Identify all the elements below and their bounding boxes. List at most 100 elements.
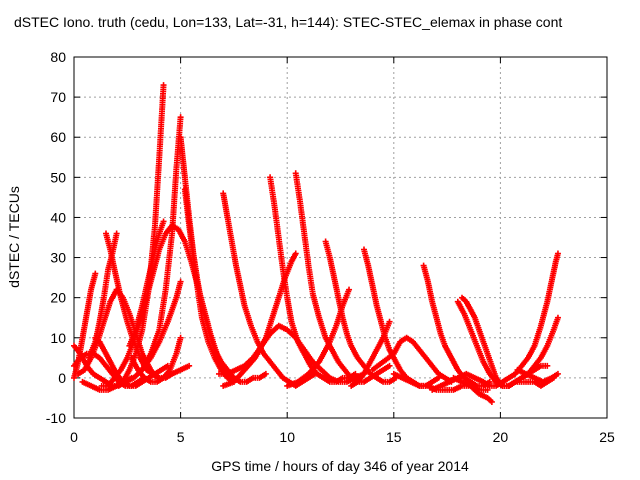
data-point-run bbox=[467, 378, 479, 388]
series-pass-26 bbox=[390, 370, 491, 393]
data-point-run bbox=[218, 358, 230, 372]
y-tick-label: 20 bbox=[50, 290, 66, 306]
series-pass-03 bbox=[71, 270, 99, 381]
data-point-run bbox=[81, 356, 94, 373]
data-point-run bbox=[111, 368, 123, 381]
series-pass-21 bbox=[322, 238, 399, 385]
data-point-run bbox=[329, 346, 341, 364]
data-point-run bbox=[480, 378, 492, 388]
data-point-run bbox=[540, 375, 553, 385]
data-point-run bbox=[83, 288, 94, 317]
data-point-run bbox=[262, 316, 275, 341]
data-point-run bbox=[531, 378, 543, 388]
data-point-run bbox=[139, 352, 153, 373]
data-point-run bbox=[326, 378, 338, 385]
data-point-run bbox=[339, 374, 350, 381]
data-point-run bbox=[505, 371, 517, 381]
data-point-run bbox=[164, 296, 179, 325]
data-point-run bbox=[143, 366, 155, 376]
data-point-run bbox=[422, 354, 434, 368]
data-point-run bbox=[135, 366, 147, 380]
series-pass-31 bbox=[450, 374, 495, 405]
data-point-run bbox=[461, 310, 473, 331]
data-point-run bbox=[512, 375, 524, 385]
data-point-run bbox=[96, 296, 107, 325]
data-point-run bbox=[273, 366, 285, 380]
data-point-run bbox=[267, 358, 279, 372]
data-point-run bbox=[284, 294, 295, 323]
data-point-run bbox=[243, 375, 255, 385]
data-point-run bbox=[103, 362, 115, 376]
data-point-run bbox=[132, 328, 145, 357]
data-point-run bbox=[335, 358, 347, 372]
data-point-run bbox=[365, 262, 376, 287]
data-point-run bbox=[147, 378, 158, 385]
data-point-run bbox=[369, 282, 380, 307]
x-tick-label: 0 bbox=[70, 429, 78, 445]
data-point-run bbox=[198, 314, 211, 343]
data-point-run bbox=[316, 340, 332, 365]
data-point-run bbox=[297, 198, 307, 235]
data-point-run bbox=[450, 358, 460, 372]
data-point bbox=[554, 314, 561, 321]
y-axis-label: dSTEC / TECUs bbox=[6, 186, 22, 288]
data-point-run bbox=[367, 370, 379, 380]
data-point bbox=[386, 318, 393, 325]
series-pass-10 bbox=[113, 82, 167, 389]
series-pass-34 bbox=[514, 366, 561, 385]
data-point-run bbox=[237, 378, 248, 385]
data-point-run bbox=[420, 262, 431, 283]
data-point-run bbox=[318, 366, 332, 380]
series-pass-18 bbox=[267, 174, 359, 385]
data-point-run bbox=[177, 134, 186, 159]
data-point-run bbox=[103, 230, 113, 251]
data-point-run bbox=[260, 350, 272, 364]
data-point-run bbox=[294, 338, 307, 356]
data-point-run bbox=[186, 222, 197, 259]
data-point-run bbox=[181, 238, 194, 263]
data-point-run bbox=[320, 374, 332, 384]
data-point-run bbox=[92, 334, 102, 344]
data-point bbox=[386, 362, 393, 369]
data-point-run bbox=[126, 382, 137, 389]
data-point-run bbox=[493, 378, 504, 388]
data-point-run bbox=[373, 336, 386, 353]
data-point bbox=[554, 370, 561, 377]
data-point-run bbox=[486, 382, 497, 389]
data-point-run bbox=[537, 344, 550, 361]
data-point-run bbox=[233, 262, 243, 287]
data-point-run bbox=[361, 246, 371, 267]
data-point-run bbox=[224, 367, 238, 377]
data-point-run bbox=[75, 367, 87, 377]
data-point bbox=[292, 250, 299, 257]
data-point-run bbox=[128, 354, 140, 372]
data-point-run bbox=[224, 214, 235, 243]
data-point-run bbox=[154, 375, 165, 385]
data-point-run bbox=[105, 383, 118, 393]
data-point-run bbox=[147, 328, 162, 357]
data-point-run bbox=[194, 286, 205, 319]
data-point-run bbox=[141, 374, 153, 384]
data-point-run bbox=[96, 354, 108, 368]
data-point-run bbox=[177, 363, 191, 373]
data-point-run bbox=[113, 379, 125, 389]
data-point-run bbox=[233, 363, 246, 373]
data-point-run bbox=[275, 234, 286, 271]
data-point-run bbox=[463, 298, 473, 312]
data-point-run bbox=[480, 358, 492, 376]
data-point-run bbox=[301, 350, 313, 368]
data-point-run bbox=[450, 383, 464, 393]
data-point-run bbox=[333, 304, 345, 329]
data-point-run bbox=[367, 348, 379, 365]
data-point-run bbox=[299, 375, 310, 385]
data-point-run bbox=[505, 379, 517, 389]
data-point-run bbox=[550, 316, 561, 333]
y-tick-label: 0 bbox=[58, 370, 66, 386]
data-point-run bbox=[416, 346, 428, 360]
data-point-run bbox=[341, 366, 353, 380]
data-point-run bbox=[305, 262, 316, 295]
data-point bbox=[186, 362, 193, 369]
data-point-run bbox=[79, 312, 90, 341]
data-point-run bbox=[275, 276, 288, 301]
y-tick-label: 30 bbox=[50, 250, 66, 266]
